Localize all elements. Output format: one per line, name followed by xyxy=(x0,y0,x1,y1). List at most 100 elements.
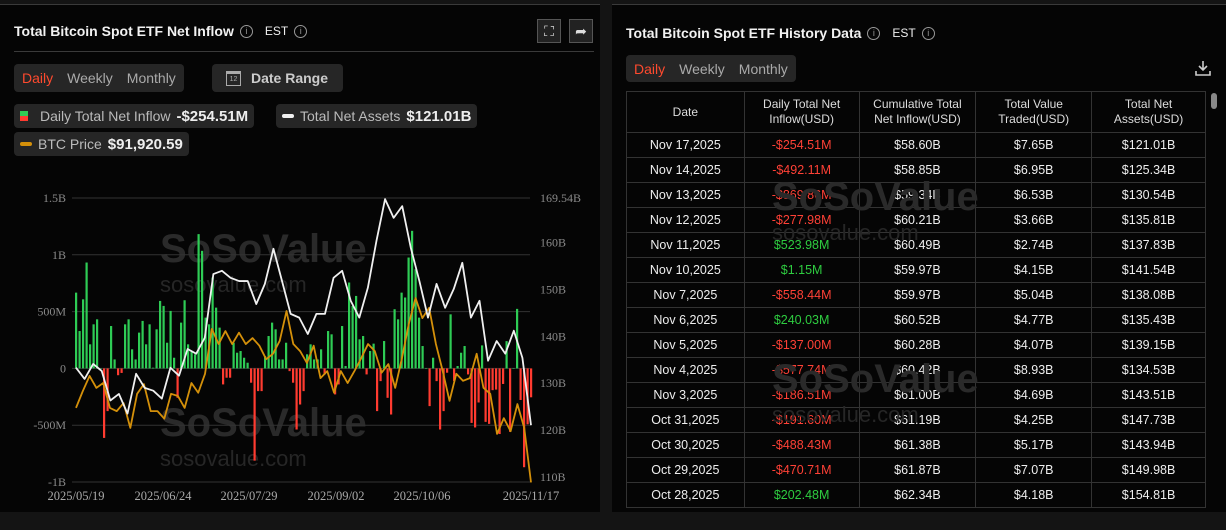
share-icon[interactable]: ➦ xyxy=(569,19,593,43)
inflow-bar[interactable] xyxy=(201,250,204,369)
inflow-bar[interactable] xyxy=(257,368,260,392)
inflow-bar[interactable] xyxy=(435,368,438,382)
inflow-bar[interactable] xyxy=(75,292,78,369)
inflow-bar[interactable] xyxy=(495,368,498,390)
inflow-bar[interactable] xyxy=(166,342,169,369)
inflow-bar[interactable] xyxy=(243,357,246,369)
inflow-bar[interactable] xyxy=(400,292,403,369)
table-row[interactable]: Oct 31,2025 -$191.60M $61.19B $4.25B $147.73… xyxy=(626,407,1206,433)
inflow-bar[interactable] xyxy=(288,368,291,372)
inflow-bar[interactable] xyxy=(320,349,323,369)
inflow-bar[interactable] xyxy=(474,368,477,428)
inflow-bar[interactable] xyxy=(309,344,312,369)
inflow-bar[interactable] xyxy=(246,362,249,369)
inflow-bar[interactable] xyxy=(407,257,410,369)
inflow-bar[interactable] xyxy=(117,368,120,376)
inflow-bar[interactable] xyxy=(271,322,274,369)
inflow-bar[interactable] xyxy=(491,368,494,391)
inflow-bar[interactable] xyxy=(390,368,393,415)
inflow-bar[interactable] xyxy=(372,343,375,369)
inflow-bar[interactable] xyxy=(456,366,459,369)
inflow-bar[interactable] xyxy=(439,368,442,430)
tab-daily[interactable]: Daily xyxy=(634,60,666,77)
inflow-bar[interactable] xyxy=(103,368,106,438)
inflow-bar[interactable] xyxy=(344,366,347,369)
inflow-bar[interactable] xyxy=(498,368,501,435)
inflow-bar[interactable] xyxy=(152,367,155,369)
inflow-bar[interactable] xyxy=(386,368,389,398)
tab-weekly[interactable]: Weekly xyxy=(679,60,725,77)
inflow-bar[interactable] xyxy=(477,368,480,403)
inflow-bar[interactable] xyxy=(341,326,344,369)
inflow-bar[interactable] xyxy=(260,368,263,392)
legend-assets[interactable]: Total Net Assets $121.01B xyxy=(276,104,478,128)
inflow-bar[interactable] xyxy=(463,346,466,369)
inflow-bar[interactable] xyxy=(505,341,508,369)
inflow-bar[interactable] xyxy=(110,326,113,369)
inflow-bar[interactable] xyxy=(355,295,358,369)
table-row[interactable]: Nov 14,2025 -$492.11M $58.85B $6.95B $125.34… xyxy=(626,157,1206,183)
inflow-bar[interactable] xyxy=(488,368,491,424)
inflow-bar[interactable] xyxy=(138,332,141,369)
inflow-bar[interactable] xyxy=(442,368,445,412)
fullscreen-icon[interactable]: ⛶ xyxy=(537,19,561,43)
inflow-bar[interactable] xyxy=(393,309,396,369)
inflow-bar[interactable] xyxy=(453,368,456,382)
inflow-bar[interactable] xyxy=(299,368,302,405)
inflow-bar[interactable] xyxy=(225,368,228,378)
inflow-bar[interactable] xyxy=(460,352,463,369)
table-row[interactable]: Nov 17,2025 -$254.51M $58.60B $7.65B $121.01… xyxy=(626,132,1206,158)
download-icon[interactable] xyxy=(1194,59,1212,77)
inflow-bar[interactable] xyxy=(295,368,298,430)
table-row[interactable]: Nov 5,2025 -$137.00M $60.28B $4.07B $139.15B xyxy=(626,332,1206,358)
timezone-info-icon[interactable]: i xyxy=(921,26,935,40)
inflow-bar[interactable] xyxy=(113,359,116,369)
inflow-bar[interactable] xyxy=(418,317,421,369)
inflow-bar[interactable] xyxy=(232,342,235,369)
tab-monthly[interactable]: Monthly xyxy=(126,70,176,86)
scrollbar[interactable] xyxy=(1211,93,1217,109)
inflow-bar[interactable] xyxy=(523,368,526,468)
table-row[interactable]: Nov 10,2025 $1.15M $59.97B $4.15B $141.54B xyxy=(626,257,1206,283)
table-row[interactable]: Oct 28,2025 $202.48M $62.34B $4.18B $154.81B xyxy=(626,482,1206,508)
inflow-bar[interactable] xyxy=(204,317,207,369)
inflow-bar[interactable] xyxy=(432,357,435,369)
tab-weekly[interactable]: Weekly xyxy=(67,70,113,86)
btc-price-line[interactable] xyxy=(75,297,532,483)
inflow-bar[interactable] xyxy=(120,368,123,373)
inflow-bar[interactable] xyxy=(383,341,386,369)
table-row[interactable]: Nov 4,2025 -$577.74M $60.42B $8.93B $134.53B xyxy=(626,357,1206,383)
table-row[interactable]: Nov 7,2025 -$558.44M $59.97B $5.04B $138.08B xyxy=(626,282,1206,308)
inflow-bar[interactable] xyxy=(512,368,515,369)
table-row[interactable]: Oct 30,2025 -$488.43M $61.38B $5.17B $143.94… xyxy=(626,432,1206,458)
inflow-bar[interactable] xyxy=(239,351,242,369)
inflow-bar[interactable] xyxy=(449,314,452,369)
inflow-bar[interactable] xyxy=(89,344,92,369)
inflow-bar[interactable] xyxy=(285,342,288,369)
inflow-bar[interactable] xyxy=(250,368,253,383)
table-row[interactable]: Nov 13,2025 -$869.86M $59.34B $6.53B $130.54… xyxy=(626,182,1206,208)
inflow-bar[interactable] xyxy=(92,324,95,369)
inflow-bar[interactable] xyxy=(502,368,505,384)
inflow-bar[interactable] xyxy=(358,339,361,369)
inflow-bar[interactable] xyxy=(267,336,270,369)
inflow-bar[interactable] xyxy=(85,262,88,369)
inflow-bar[interactable] xyxy=(82,299,85,369)
inflow-bar[interactable] xyxy=(141,320,144,369)
inflow-bar[interactable] xyxy=(96,319,99,369)
inflow-bar[interactable] xyxy=(467,368,470,375)
inflow-bar[interactable] xyxy=(222,368,225,385)
inflow-bar[interactable] xyxy=(351,305,354,369)
table-row[interactable]: Nov 12,2025 -$277.98M $60.21B $3.66B $135.81… xyxy=(626,207,1206,233)
inflow-bar[interactable] xyxy=(484,368,487,422)
tab-daily[interactable]: Daily xyxy=(22,70,54,86)
inflow-bar[interactable] xyxy=(425,368,428,369)
inflow-bar[interactable] xyxy=(253,368,256,461)
inflow-bar[interactable] xyxy=(397,319,400,369)
inflow-bar[interactable] xyxy=(327,331,330,369)
inflow-bar[interactable] xyxy=(365,368,368,375)
inflow-bar[interactable] xyxy=(264,356,267,369)
inflow-bar[interactable] xyxy=(334,368,337,395)
inflow-bar[interactable] xyxy=(428,368,431,407)
inflow-bar[interactable] xyxy=(313,359,316,369)
